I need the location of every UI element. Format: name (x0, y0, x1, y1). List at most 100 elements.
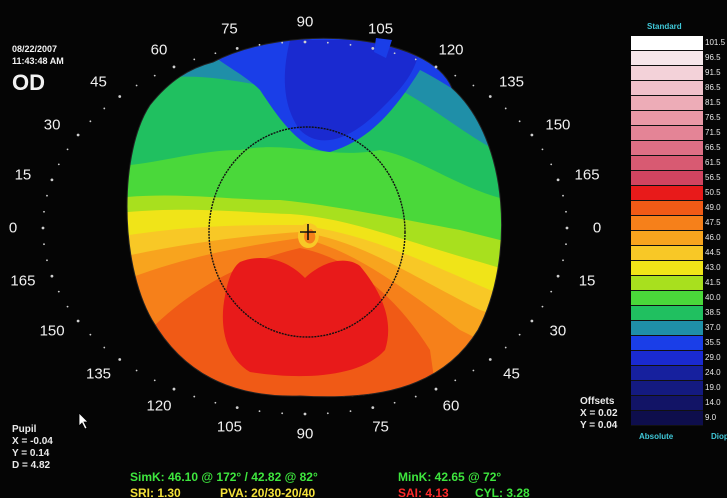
legend-swatch (631, 96, 703, 111)
degree-tick (258, 410, 261, 413)
degree-tick (565, 210, 567, 213)
degree-tick (43, 243, 45, 246)
degree-tick (371, 46, 375, 50)
degree-tick (434, 387, 438, 391)
degree-tick (349, 43, 352, 46)
degree-tick (153, 379, 156, 382)
degree-tick (50, 274, 54, 278)
degree-tick (135, 84, 138, 87)
degree-tick (43, 210, 45, 213)
degree-tick (565, 243, 567, 246)
degree-label: 60 (150, 41, 168, 59)
legend-swatch (631, 246, 703, 261)
degree-tick (41, 226, 45, 230)
legend-swatch (631, 336, 703, 351)
legend-title: Standard (647, 22, 682, 31)
scale-diopter-button[interactable]: Diop (711, 432, 727, 441)
legend-swatch (631, 276, 703, 291)
legend-value: 38.5 (705, 308, 721, 317)
sri-value: SRI: 1.30 (130, 486, 181, 498)
legend-value: 101.5 (705, 38, 726, 47)
degree-tick (303, 412, 307, 416)
offsets-info: Offsets X = 0.02 Y = 0.04 (580, 396, 618, 432)
degree-label: 90 (296, 13, 314, 31)
pupil-info: Pupil X = -0.04 Y = 0.14 D = 4.82 (12, 424, 53, 472)
degree-label: 105 (368, 20, 394, 38)
degree-tick (235, 46, 239, 50)
degree-tick (472, 369, 475, 372)
degree-label: 165 (574, 166, 600, 184)
degree-label: 15 (14, 166, 32, 184)
legend-swatch (631, 321, 703, 336)
mink-readout: MinK: 42.65 @ 72° (398, 470, 501, 484)
degree-tick (541, 305, 544, 308)
legend-swatch (631, 306, 703, 321)
degree-tick (371, 406, 375, 410)
degree-tick (530, 133, 534, 137)
degree-tick (66, 305, 69, 308)
degree-tick (393, 401, 396, 404)
degree-tick-marks (41, 40, 569, 416)
exam-date: 08/22/2007 (12, 44, 58, 54)
legend-swatch (631, 396, 703, 411)
legend-swatch (631, 231, 703, 246)
degree-tick (562, 259, 564, 262)
cyl-readout: CYL: 3.28 (475, 486, 530, 498)
scale-absolute-button[interactable]: Absolute (639, 432, 674, 441)
degree-tick (414, 395, 417, 398)
degree-tick (326, 41, 329, 44)
legend-value: 86.5 (705, 83, 721, 92)
degree-label: 120 (146, 397, 172, 415)
degree-tick (472, 84, 475, 87)
degree-tick (153, 74, 156, 77)
legend-value: 24.0 (705, 368, 721, 377)
topography-color-zones (127, 38, 502, 397)
legend-swatch (631, 186, 703, 201)
pupil-outline (208, 126, 406, 338)
sri-readout: SRI: 1.30 (130, 486, 181, 498)
degree-tick (193, 395, 196, 398)
simk-readout: SimK: 46.10 @ 172° / 42.82 @ 82° (130, 470, 318, 484)
sai-value: SAI: 4.13 (398, 486, 449, 498)
degree-tick (454, 379, 457, 382)
pupil-d: D = 4.82 (12, 460, 51, 471)
degree-label: 0 (592, 219, 602, 237)
degree-tick (89, 333, 92, 336)
degree-label: 120 (438, 41, 464, 59)
degree-tick (565, 226, 569, 230)
degree-label: 45 (90, 73, 107, 91)
legend-swatch (631, 171, 703, 186)
pupil-y: Y = 0.14 (12, 448, 50, 459)
degree-tick (556, 178, 560, 182)
legend-swatch (631, 126, 703, 141)
degree-tick (281, 41, 284, 44)
legend-swatch (631, 291, 703, 306)
legend-value: 56.5 (705, 173, 721, 182)
degree-label: 75 (221, 20, 238, 38)
legend-swatch (631, 141, 703, 156)
simk-value: SimK: 46.10 @ 172° / 42.82 @ 82° (130, 470, 318, 484)
legend-value: 14.0 (705, 398, 721, 407)
legend-swatch (631, 36, 703, 51)
pva-readout: PVA: 20/30-20/40 (220, 486, 315, 498)
degree-label: 90 (296, 425, 314, 443)
degree-tick (414, 58, 417, 61)
legend-swatch (631, 411, 703, 426)
legend-value: 37.0 (705, 323, 721, 332)
mink-value: MinK: 42.65 @ 72° (398, 470, 502, 484)
mouse-cursor-icon (78, 412, 89, 430)
degree-tick (46, 259, 48, 262)
degree-tick (214, 401, 217, 404)
degree-tick (50, 178, 54, 182)
offsets-y: Y = 0.04 (580, 420, 618, 431)
degree-tick (76, 133, 80, 137)
degree-label: 15 (578, 272, 596, 290)
legend-value: 66.5 (705, 143, 721, 152)
sai-readout: SAI: 4.13 (398, 486, 449, 498)
degree-tick (103, 346, 106, 349)
degree-tick (550, 290, 553, 293)
degree-tick (46, 194, 48, 197)
legend-value: 29.0 (705, 353, 721, 362)
